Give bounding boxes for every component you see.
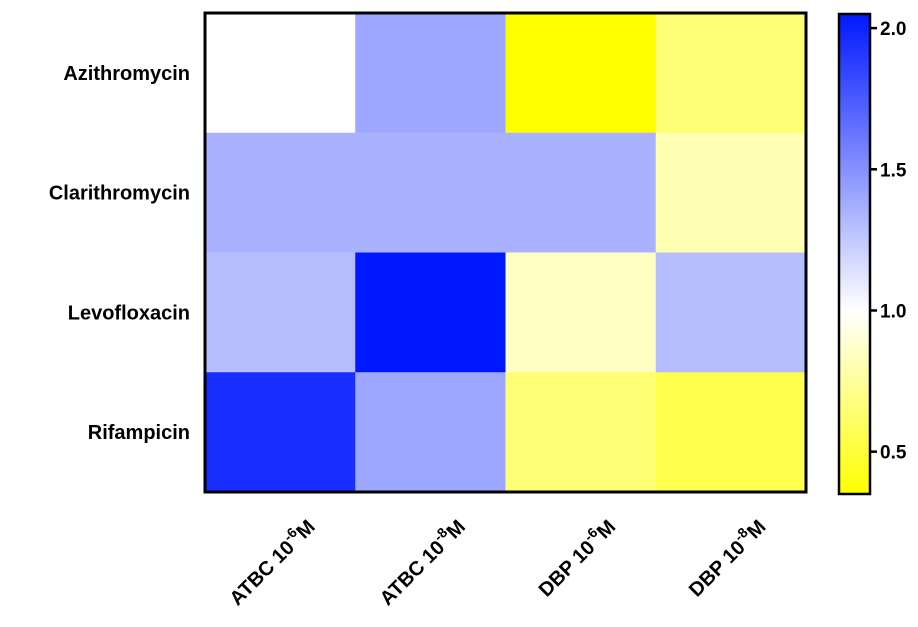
colorbar: 0.5 1.0 1.5 2.0: [837, 12, 907, 496]
colorbar-gradient: [839, 14, 870, 494]
row-labels: Azithromycin Clarithromycin Levofloxacin Ri…: [49, 63, 190, 444]
heatmap-cell: [655, 252, 807, 373]
heatmap-cell: [355, 372, 506, 493]
colorbar-tick-label: 1.0: [880, 301, 906, 322]
heatmap-cell: [505, 252, 657, 373]
heatmap-cell: [505, 13, 657, 134]
row-label: Levofloxacin: [68, 302, 190, 324]
heatmap-cell: [655, 13, 807, 134]
heatmap-cell: [355, 13, 506, 134]
colorbar-tick-label: 0.5: [880, 443, 907, 464]
row-label: Azithromycin: [63, 63, 190, 85]
row-label: Rifampicin: [88, 422, 190, 444]
heatmap-cell: [205, 132, 356, 253]
heatmap-cell: [205, 372, 356, 493]
column-label: ATBC 10-6M: [222, 512, 320, 610]
heatmap-cell: [355, 132, 506, 253]
plot-frame: [203, 11, 808, 494]
row-label: Clarithromycin: [49, 183, 190, 205]
column-label: DBP 10-6M: [531, 512, 620, 601]
column-labels: ATBC 10-6M ATBC 10-8M DBP 10-6M DBP 10-8M: [222, 512, 771, 610]
colorbar-frame: [837, 12, 872, 496]
heatmap-cells: [205, 13, 807, 493]
colorbar-tick-label: 1.5: [880, 160, 907, 181]
heatmap-cell: [505, 132, 657, 253]
column-label: ATBC 10-8M: [372, 512, 470, 610]
heatmap-cell: [205, 252, 356, 373]
column-label: DBP 10-8M: [681, 512, 770, 601]
colorbar-tick-label: 2.0: [880, 19, 906, 40]
heatmap-cell: [655, 372, 807, 493]
heatmap-cell: [205, 13, 356, 134]
heatmap-cell: [505, 372, 657, 493]
heatmap-cell: [655, 132, 807, 253]
heatmap-cell: [355, 252, 506, 373]
